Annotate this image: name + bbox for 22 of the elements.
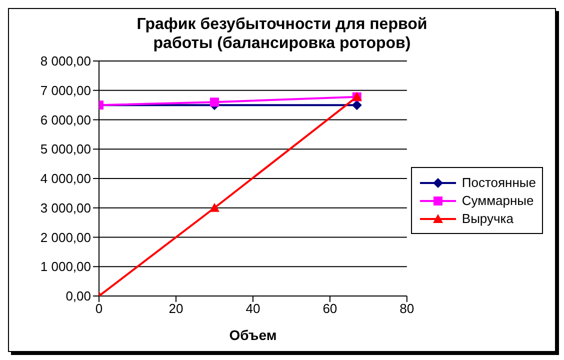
point	[209, 202, 220, 212]
x-tick-label: 40	[246, 301, 260, 316]
y-tick-label: 7 000,00	[40, 82, 91, 98]
y-tick-label: 1 000,00	[40, 259, 91, 274]
x-tick-label: 20	[168, 301, 184, 316]
y-tick-label: 3 000,00	[40, 200, 91, 216]
y-tick-label: 5 000,00	[40, 142, 91, 157]
y-tick-label: 8 000,00	[40, 54, 91, 69]
x-tick-label: 0	[95, 301, 103, 316]
chart-title: График безубыточности для первой работы (балансировка роторов)	[136, 15, 428, 53]
y-tick-label: 4 000,00	[40, 171, 91, 186]
legend-label: Выручка	[462, 211, 514, 226]
point	[210, 98, 219, 107]
legend-label: Суммарные	[462, 193, 534, 208]
point	[352, 100, 362, 110]
x-axis-title: Объем	[229, 326, 277, 343]
x-tick-label: 80	[400, 301, 414, 316]
x-tick-label: 60	[322, 301, 338, 316]
y-tick-label: 2 000,00	[40, 230, 91, 245]
y-tick-label: 0,00	[66, 288, 91, 304]
y-tick-label: 6 000,00	[40, 112, 91, 128]
legend-label: Постоянные	[462, 175, 536, 190]
